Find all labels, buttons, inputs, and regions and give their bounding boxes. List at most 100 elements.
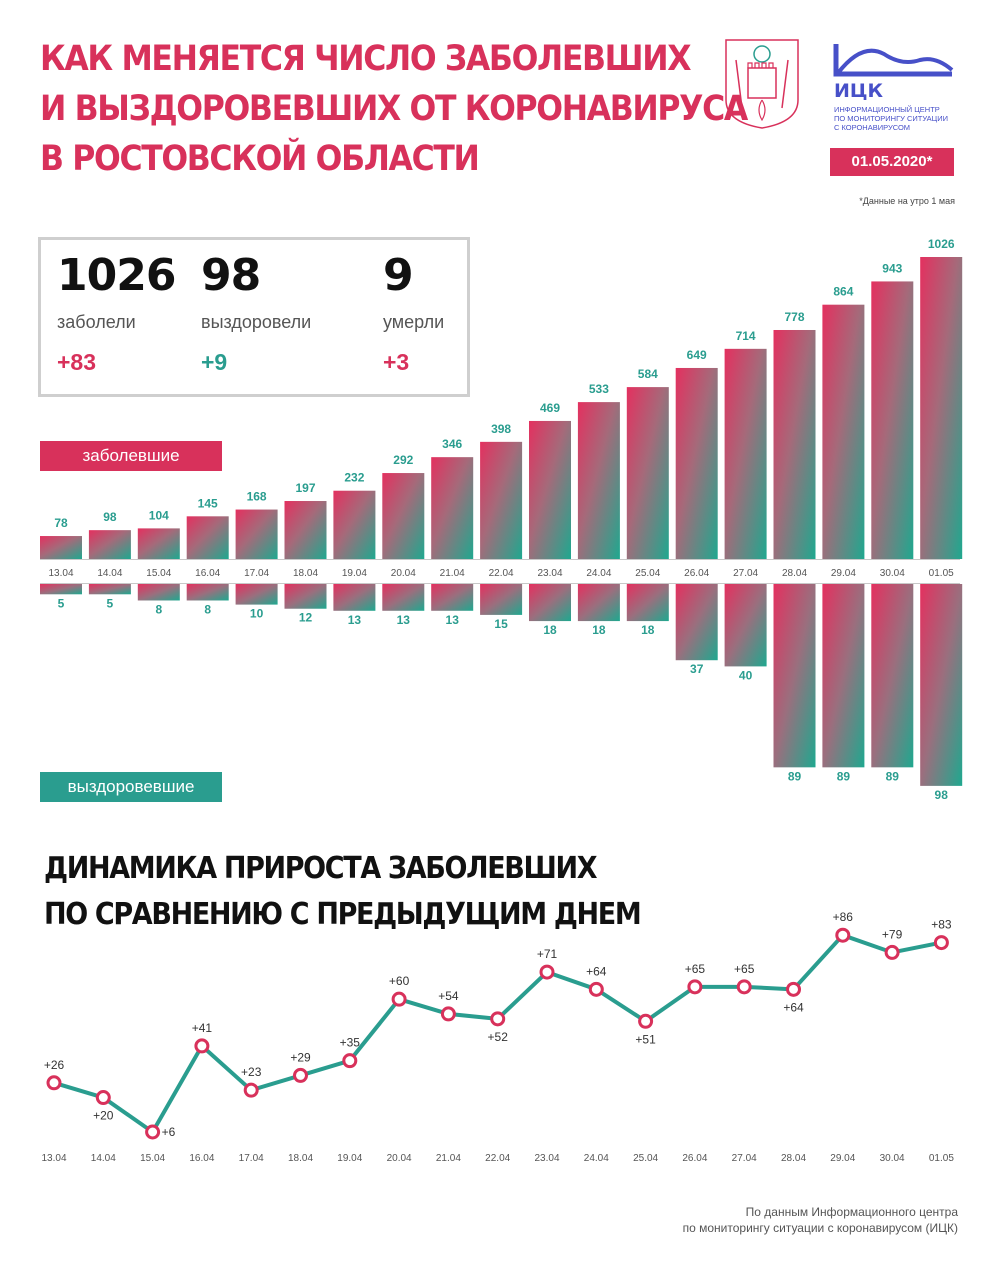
bar-sick — [284, 501, 327, 559]
line-point — [933, 935, 949, 951]
bar-sick — [920, 257, 963, 559]
line-chart-title: ДИНАМИКА ПРИРОСТА ЗАБОЛЕВШИХ ПО СРАВНЕНИ… — [44, 846, 642, 938]
logo-subtitle: Информационный центр по мониторингу ситу… — [834, 105, 974, 132]
ick-logo: ИЦК Информационный центр по мониторингу … — [832, 40, 962, 136]
title-line: И ВЫЗДОРОВЕВШИХ ОТ КОРОНАВИРУСА — [40, 89, 748, 129]
line-point — [95, 1090, 111, 1106]
bar-recovered — [773, 584, 816, 768]
line-point — [293, 1067, 308, 1083]
bar-recovered-label: 18 — [543, 623, 557, 637]
line-x-label: 23.04 — [534, 1153, 559, 1164]
line-point — [194, 1038, 210, 1054]
bar-recovered-label: 13 — [397, 613, 411, 627]
footnote: *Данные на утро 1 мая — [859, 196, 955, 206]
line-point — [638, 1013, 654, 1029]
logo-subtitle-line: Информационный центр — [834, 105, 940, 114]
line-point-label: +83 — [931, 918, 952, 932]
stat-dead: 9 умерли +3 — [383, 250, 444, 376]
source-line: по мониторингу ситуации с коронавирусом … — [682, 1221, 958, 1235]
line-x-label: 24.04 — [584, 1153, 609, 1164]
line-point — [539, 964, 555, 980]
line-point — [588, 981, 604, 997]
line-point — [687, 979, 703, 995]
bar-x-label: 29.04 — [831, 568, 856, 579]
bar-recovered-label: 12 — [299, 611, 313, 625]
stat-recovered-delta: +9 — [201, 349, 228, 375]
bar-sick-label: 232 — [344, 471, 364, 485]
source-note: По данным Информационного центра по мони… — [683, 1204, 958, 1236]
line-point — [391, 991, 407, 1007]
bar-recovered-label: 98 — [935, 788, 949, 802]
line-x-label: 26.04 — [682, 1153, 707, 1164]
line-point-label: +29 — [290, 1050, 311, 1064]
bar-recovered — [186, 584, 229, 601]
line-point — [243, 1082, 259, 1098]
line-point — [884, 944, 900, 960]
bar-recovered — [333, 584, 376, 611]
line-point-label: +71 — [537, 947, 558, 961]
bar-sick — [871, 281, 914, 559]
bar-sick — [480, 441, 523, 559]
logo-subtitle-line: по мониторингу ситуации — [834, 114, 948, 123]
stat-recovered-value: 98 — [201, 250, 261, 301]
bar-recovered-label: 18 — [592, 623, 606, 637]
legend-sick-tag: заболевшие — [40, 441, 222, 471]
line-point — [835, 927, 851, 943]
bar-x-label: 01.05 — [929, 568, 954, 579]
bar-recovered-label: 5 — [58, 596, 65, 610]
bar-sick — [137, 528, 180, 559]
bar-sick-label: 469 — [540, 401, 560, 415]
bar-recovered — [284, 584, 327, 609]
line-x-label: 17.04 — [239, 1153, 264, 1164]
bar-x-label: 18.04 — [293, 568, 318, 579]
bar-sick-label: 943 — [882, 261, 902, 275]
line-point — [145, 1124, 161, 1140]
bar-sick-label: 1026 — [928, 237, 955, 251]
bar-recovered — [626, 584, 669, 622]
line-point-label: +6 — [162, 1125, 176, 1139]
bar-sick-label: 104 — [149, 508, 169, 522]
line-point — [440, 1006, 456, 1022]
bar-recovered-label: 8 — [204, 602, 211, 616]
line-point — [342, 1053, 358, 1069]
bar-x-label: 23.04 — [537, 568, 562, 579]
bar-recovered-label: 10 — [250, 607, 264, 621]
ick-logo-mark-icon — [833, 44, 954, 77]
line-x-label: 28.04 — [781, 1153, 806, 1164]
bar-sick-label: 346 — [442, 437, 462, 451]
line-point-label: +51 — [635, 1032, 656, 1046]
bar-recovered — [577, 584, 620, 622]
line-x-label: 16.04 — [189, 1153, 214, 1164]
line-point-label: +35 — [340, 1036, 361, 1050]
bar-recovered — [88, 584, 131, 595]
line-point-label: +52 — [488, 1030, 509, 1044]
bar-recovered-label: 13 — [446, 613, 460, 627]
bar-recovered — [675, 584, 718, 661]
line-x-label: 20.04 — [387, 1153, 412, 1164]
stat-sick-value: 1026 — [57, 250, 176, 301]
bar-x-label: 30.04 — [880, 568, 905, 579]
source-line: По данным Информационного центра — [745, 1205, 958, 1219]
line-point-label: +54 — [438, 989, 459, 1003]
line-point-label: +64 — [783, 1000, 804, 1014]
bar-sick-label: 292 — [393, 453, 413, 467]
bar-x-label: 17.04 — [244, 568, 269, 579]
bar-sick-label: 778 — [784, 310, 804, 324]
bar-x-label: 25.04 — [635, 568, 660, 579]
line-x-label: 15.04 — [140, 1153, 165, 1164]
bar-x-label: 28.04 — [782, 568, 807, 579]
line-point — [490, 1011, 506, 1027]
page-title: КАК МЕНЯЕТСЯ ЧИСЛО ЗАБОЛЕВШИХ И ВЫЗДОРОВ… — [40, 34, 748, 184]
bar-recovered — [822, 584, 865, 768]
stat-dead-label: умерли — [383, 312, 445, 332]
bar-recovered — [235, 584, 278, 605]
bar-recovered — [529, 584, 571, 622]
bar-x-label: 19.04 — [342, 568, 367, 579]
line-point-label: +60 — [389, 974, 410, 988]
bar-sick — [431, 457, 474, 559]
line-chart-title-line: ПО СРАВНЕНИЮ С ПРЕДЫДУЩИМ ДНЕМ — [44, 897, 642, 932]
bar-sick-label: 714 — [736, 329, 756, 343]
bar-recovered — [920, 584, 963, 786]
bar-recovered-label: 40 — [739, 668, 753, 682]
bar-recovered-label: 5 — [107, 596, 114, 610]
